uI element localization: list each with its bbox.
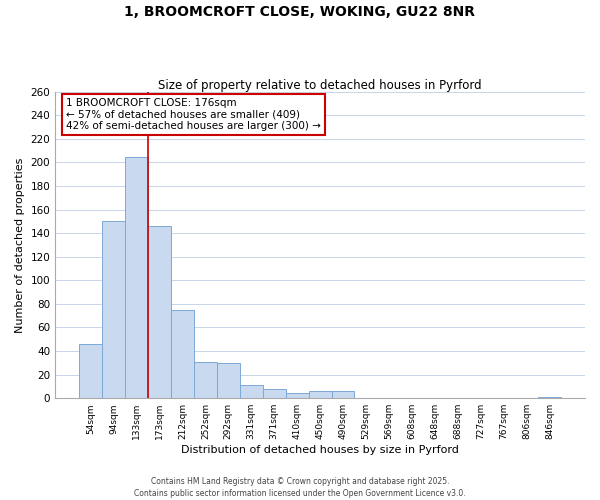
Bar [332, 391, 355, 398]
Bar [194, 362, 217, 398]
Text: 1 BROOMCROFT CLOSE: 176sqm
← 57% of detached houses are smaller (409)
42% of sem: 1 BROOMCROFT CLOSE: 176sqm ← 57% of deta… [66, 98, 320, 131]
Y-axis label: Number of detached properties: Number of detached properties [15, 158, 25, 332]
X-axis label: Distribution of detached houses by size in Pyrford: Distribution of detached houses by size … [181, 445, 459, 455]
Bar [263, 389, 286, 398]
Bar [171, 310, 194, 398]
Bar [538, 397, 561, 398]
Bar [148, 226, 171, 398]
Text: Contains HM Land Registry data © Crown copyright and database right 2025.
Contai: Contains HM Land Registry data © Crown c… [134, 476, 466, 498]
Bar [286, 394, 308, 398]
Bar [308, 391, 332, 398]
Bar [240, 385, 263, 398]
Text: 1, BROOMCROFT CLOSE, WOKING, GU22 8NR: 1, BROOMCROFT CLOSE, WOKING, GU22 8NR [125, 5, 476, 19]
Bar [217, 363, 240, 398]
Bar [79, 344, 102, 398]
Bar [125, 156, 148, 398]
Title: Size of property relative to detached houses in Pyrford: Size of property relative to detached ho… [158, 79, 482, 92]
Bar [102, 222, 125, 398]
